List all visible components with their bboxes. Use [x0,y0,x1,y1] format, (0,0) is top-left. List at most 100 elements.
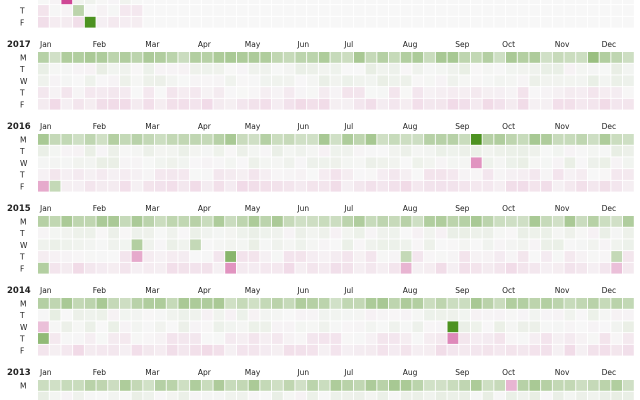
heatmap-cell [295,87,307,98]
heatmap-cell [143,16,155,28]
heatmap-cell [506,169,517,180]
heatmap-cell [541,227,552,239]
month-label: Mar [145,40,160,49]
heatmap-cell [143,87,155,98]
heatmap-cell [190,344,201,356]
heatmap-cell [295,251,307,262]
heatmap-cell [108,98,119,110]
heatmap-cell [236,16,248,28]
heatmap-cell [143,309,155,321]
heatmap-cell [178,321,190,333]
heatmap-cell [155,380,166,391]
heatmap-cell [576,344,587,356]
heatmap-cell [447,321,459,333]
weekday-label: M [20,218,26,227]
heatmap-cell [494,0,506,5]
heatmap-cell [73,87,84,98]
weekday-label: T [19,89,25,98]
heatmap-cell [236,239,248,251]
month-label: Oct [502,122,515,131]
heatmap-cell [389,0,400,5]
heatmap-cell [389,251,400,262]
heatmap-cell [119,391,131,400]
heatmap-cell [494,87,506,98]
heatmap-cell [61,262,73,274]
heatmap-cell [119,145,131,157]
heatmap-cell [178,333,190,344]
heatmap-cell [377,227,389,239]
heatmap-cell [424,134,435,145]
heatmap-cell [517,391,529,400]
heatmap-cell [295,145,307,157]
heatmap-cell [38,344,49,356]
heatmap-cell [225,145,236,157]
heatmap-cell [283,216,295,227]
heatmap-cell [330,380,342,391]
month-label: Aug [403,286,418,295]
heatmap-cell [61,344,73,356]
heatmap-cell [260,298,272,309]
heatmap-cell [225,298,236,309]
heatmap-cell [564,344,576,356]
heatmap-cell [225,239,236,251]
heatmap-cell [529,169,541,180]
heatmap-cell [447,75,459,87]
heatmap-cell [330,344,342,356]
heatmap-cell [400,5,412,16]
heatmap-cell [365,145,377,157]
heatmap-cell [155,169,166,180]
heatmap-cell [272,333,283,344]
heatmap-cell [599,75,611,87]
heatmap-cell [190,262,201,274]
heatmap-cell [611,63,623,75]
month-label: Oct [502,286,515,295]
heatmap-cell [178,63,190,75]
heatmap-cell [295,391,307,400]
heatmap-cell [213,52,225,63]
heatmap-cell [272,239,283,251]
heatmap-cell [248,180,260,192]
heatmap-cell [342,87,353,98]
weekday-label: F [20,264,24,273]
month-label: Sep [455,122,469,131]
heatmap-cell [365,333,377,344]
heatmap-cell [470,298,482,309]
heatmap-cell [143,227,155,239]
heatmap-cell [155,298,166,309]
heatmap-cell [84,63,96,75]
heatmap-cell [295,380,307,391]
heatmap-cell [342,180,353,192]
heatmap-cell [424,5,435,16]
heatmap-cell [236,262,248,274]
heatmap-cell [470,169,482,180]
heatmap-cell [260,87,272,98]
heatmap-cell [108,169,119,180]
heatmap-cell [587,169,599,180]
heatmap-cell [599,216,611,227]
heatmap-cell [435,380,447,391]
heatmap-cell [482,216,494,227]
heatmap-cell [225,391,236,400]
heatmap-cell [61,180,73,192]
heatmap-cell [119,87,131,98]
heatmap-cell [119,298,131,309]
heatmap-cell [459,380,470,391]
heatmap-cell [283,145,295,157]
heatmap-cell [38,227,49,239]
heatmap-cell [517,5,529,16]
heatmap-cell [155,75,166,87]
heatmap-cell [155,321,166,333]
heatmap-cell [541,262,552,274]
heatmap-cell [552,391,564,400]
heatmap-cell [260,5,272,16]
heatmap-cell [377,87,389,98]
heatmap-cell [190,5,201,16]
heatmap-cell [447,216,459,227]
weekday-label: T [19,311,25,320]
heatmap-cell [494,5,506,16]
weekday-label: T [19,335,25,344]
heatmap-cell [248,52,260,63]
heatmap-cell [470,87,482,98]
heatmap-cell [236,52,248,63]
heatmap-cell [201,380,213,391]
